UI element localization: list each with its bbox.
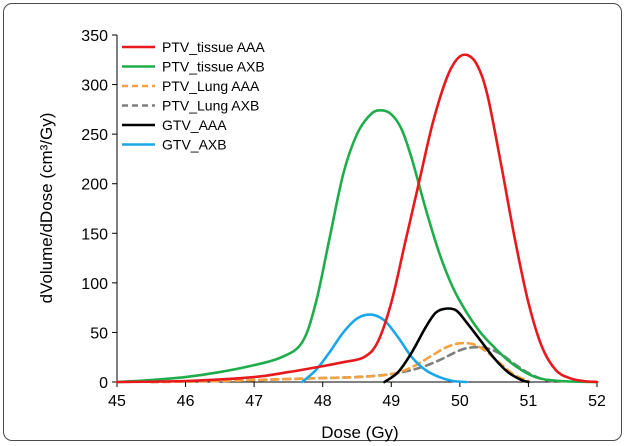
- y-tick-label: 100: [81, 276, 108, 293]
- x-tick-label: 50: [451, 393, 469, 410]
- legend-entry: PTV_Lung AXB: [162, 98, 259, 114]
- series-line-ptv-tissue-axb: [115, 109, 599, 384]
- y-axis-label: dVolume/dDose (cm³/Gy): [37, 113, 56, 304]
- series-line-gtv-aaa: [383, 307, 530, 384]
- legend-entry: GTV_AXB: [162, 137, 227, 153]
- y-tick-label: 200: [81, 177, 108, 194]
- axes: 45 46 47 48 49 50 51 52 0 50 100 150 200 250 300 350: [81, 28, 606, 410]
- y-tick-label: 150: [81, 226, 108, 243]
- y-tick-label: 50: [90, 325, 108, 342]
- y-tick-label: 0: [99, 375, 108, 392]
- y-tick-label: 300: [81, 78, 108, 95]
- x-tick-label: 49: [382, 393, 400, 410]
- series-line-gtv-axb: [300, 313, 469, 384]
- legend: PTV_tissue AAA PTV_tissue AXB PTV_Lung AAA…: [122, 39, 265, 153]
- x-tick-label: 48: [314, 393, 332, 410]
- x-tick-label: 52: [588, 393, 606, 410]
- x-tick-label: 45: [108, 393, 126, 410]
- series-layer: [115, 53, 599, 384]
- legend-entry: PTV_tissue AAA: [162, 39, 265, 55]
- legend-entry: GTV_AAA: [162, 117, 227, 133]
- legend-entry: PTV_Lung AAA: [162, 78, 260, 94]
- y-tick-label: 350: [81, 28, 108, 45]
- series-line-ptv-lung-axb: [149, 345, 558, 384]
- series-line-ptv-tissue-aaa: [115, 53, 599, 384]
- x-tick-label: 51: [520, 393, 538, 410]
- x-tick-label: 46: [177, 393, 195, 410]
- legend-entry: PTV_tissue AXB: [162, 59, 265, 75]
- x-tick-label: 47: [245, 393, 263, 410]
- y-tick-label: 250: [81, 127, 108, 144]
- x-axis-label: Dose (Gy): [321, 423, 398, 442]
